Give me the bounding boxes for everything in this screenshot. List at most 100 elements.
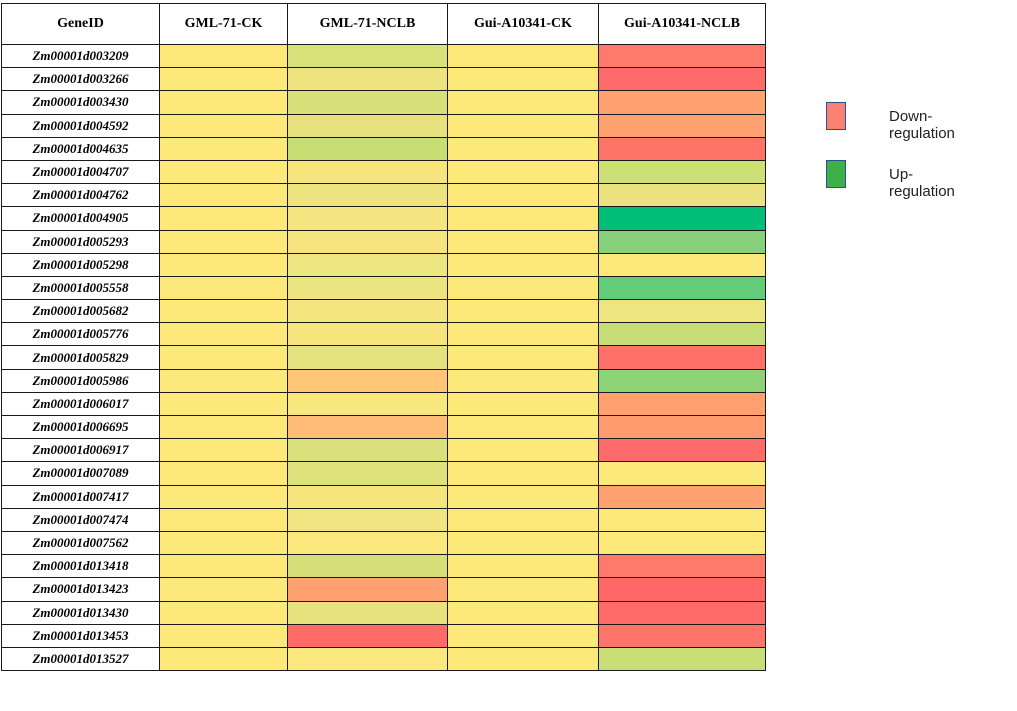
heatmap-cell (447, 252, 599, 277)
heatmap-cell (598, 67, 766, 92)
heatmap-cell (287, 345, 448, 370)
heatmap-cell (598, 183, 766, 208)
legend-label-down: Down-regulation (889, 108, 955, 142)
legend-label-up: Up-regulation (889, 166, 955, 200)
heatmap-cell (447, 623, 599, 648)
heatmap-cell (287, 43, 448, 69)
heatmap-cell (447, 229, 599, 254)
heatmap-cell (159, 229, 288, 254)
heatmap-cell (598, 252, 766, 277)
heatmap-row: Zm00001d005682 (1, 299, 766, 324)
gene-id-cell: Zm00001d005829 (1, 345, 160, 370)
heatmap-cell (287, 368, 448, 393)
gene-id-cell: Zm00001d007417 (1, 484, 160, 509)
heatmap-cell (287, 414, 448, 440)
heatmap-cell (447, 414, 599, 440)
heatmap-cell (287, 530, 448, 556)
heatmap-cell (598, 484, 766, 509)
heatmap-cell (598, 229, 766, 254)
heatmap-cell (287, 275, 448, 301)
heatmap-row: Zm00001d004762 (1, 183, 766, 208)
heatmap-row: Zm00001d003266 (1, 67, 766, 92)
heatmap-cell (598, 368, 766, 393)
heatmap-cell (159, 67, 288, 92)
heatmap-row: Zm00001d013423 (1, 577, 766, 602)
heatmap-cell (598, 275, 766, 301)
heatmap-cell (287, 183, 448, 208)
heatmap-cell (159, 206, 288, 231)
heatmap-cell (159, 554, 288, 579)
gene-id-cell: Zm00001d005776 (1, 322, 160, 347)
heatmap-cell (287, 554, 448, 579)
heatmap-cell (159, 484, 288, 509)
heatmap-cell (159, 368, 288, 393)
heatmap-row: Zm00001d004592 (1, 113, 766, 138)
heatmap-cell (447, 67, 599, 92)
heatmap-row: Zm00001d013527 (1, 646, 766, 672)
gene-id-cell: Zm00001d005293 (1, 229, 160, 254)
header-row: GeneID GML-71-CK GML-71-NCLB Gui-A10341-… (1, 3, 766, 45)
heatmap-cell (447, 530, 599, 556)
gene-id-cell: Zm00001d005298 (1, 252, 160, 277)
heatmap-row: Zm00001d007474 (1, 507, 766, 532)
heatmap-cell (598, 507, 766, 532)
heatmap-cell (159, 136, 288, 161)
heatmap-cell (447, 299, 599, 324)
heatmap-cell (287, 113, 448, 138)
gene-id-cell: Zm00001d013423 (1, 577, 160, 602)
heatmap-cell (598, 554, 766, 579)
column-header-gui-a10341-ck: Gui-A10341-CK (447, 3, 599, 45)
heatmap-cell (447, 275, 599, 301)
heatmap-cell (447, 577, 599, 602)
heatmap-row: Zm00001d005829 (1, 345, 766, 370)
heatmap-cell (447, 600, 599, 625)
heatmap-cell (598, 136, 766, 161)
legend-swatch-up (826, 160, 846, 188)
gene-id-cell: Zm00001d003266 (1, 67, 160, 92)
heatmap-cell (287, 646, 448, 672)
heatmap-row: Zm00001d013418 (1, 554, 766, 579)
heatmap-cell (287, 299, 448, 324)
heatmap-cell (287, 252, 448, 277)
column-header-gui-a10341-nclb: Gui-A10341-NCLB (598, 3, 766, 45)
heatmap-cell (159, 507, 288, 532)
column-header-geneid: GeneID (1, 3, 160, 45)
heatmap-row: Zm00001d006017 (1, 391, 766, 417)
heatmap-cell (287, 507, 448, 532)
gene-id-cell: Zm00001d013430 (1, 600, 160, 625)
heatmap-cell (598, 345, 766, 370)
heatmap-cell (287, 484, 448, 509)
heatmap-cell (447, 113, 599, 138)
heatmap-row: Zm00001d005298 (1, 252, 766, 277)
gene-id-cell: Zm00001d013527 (1, 646, 160, 672)
heatmap-row: Zm00001d005776 (1, 322, 766, 347)
heatmap-row: Zm00001d005293 (1, 229, 766, 254)
heatmap-cell (447, 484, 599, 509)
gene-id-cell: Zm00001d004707 (1, 159, 160, 185)
heatmap-row: Zm00001d007562 (1, 530, 766, 556)
heatmap-cell (447, 322, 599, 347)
gene-id-cell: Zm00001d004635 (1, 136, 160, 161)
heatmap-cell (159, 299, 288, 324)
gene-id-cell: Zm00001d005986 (1, 368, 160, 393)
heatmap-cell (447, 183, 599, 208)
heatmap-cell (287, 159, 448, 185)
heatmap-cell (598, 159, 766, 185)
heatmap-cell (598, 90, 766, 115)
heatmap-cell (159, 43, 288, 69)
gene-id-cell: Zm00001d013418 (1, 554, 160, 579)
heatmap-cell (159, 530, 288, 556)
heatmap-cell (287, 206, 448, 231)
heatmap-cell (598, 623, 766, 648)
heatmap-cell (159, 391, 288, 417)
legend-swatch-down (826, 102, 846, 130)
heatmap-row: Zm00001d005558 (1, 275, 766, 301)
column-header-gml-71-ck: GML-71-CK (159, 3, 288, 45)
heatmap-row: Zm00001d005986 (1, 368, 766, 393)
heatmap-cell (159, 414, 288, 440)
heatmap-row: Zm00001d004707 (1, 159, 766, 185)
heatmap-cell (159, 322, 288, 347)
expression-heatmap-table: GeneID GML-71-CK GML-71-NCLB Gui-A10341-… (1, 3, 766, 672)
heatmap-cell (159, 461, 288, 486)
heatmap-cell (447, 159, 599, 185)
